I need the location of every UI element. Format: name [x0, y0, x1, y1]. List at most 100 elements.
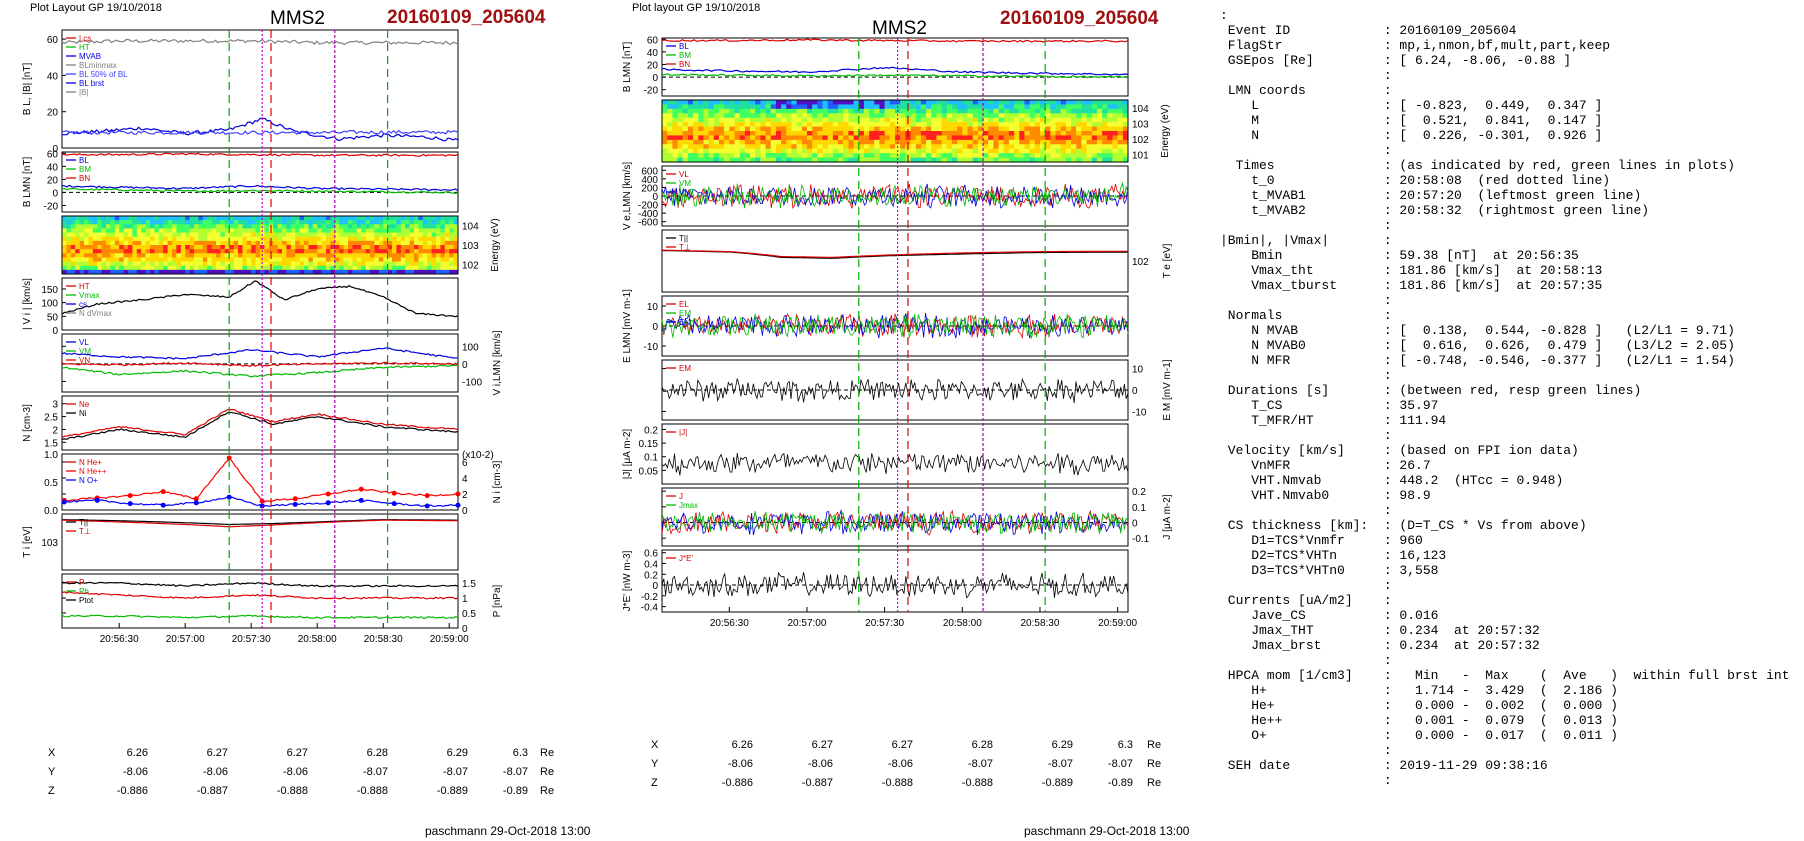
info-line: D3=TCS*VHTn0 : 3,558	[1251, 563, 1439, 578]
spectrogram-cell	[951, 157, 958, 163]
spectrogram-cell	[998, 104, 1005, 110]
spectrogram-cell	[123, 220, 129, 225]
spectrogram-cell	[682, 153, 689, 159]
spectrogram-cell	[216, 249, 221, 254]
spectrogram-cell	[662, 104, 668, 110]
spectrogram-cell	[827, 113, 834, 119]
spectrogram-cell	[229, 245, 235, 250]
spectrogram-cell	[822, 100, 829, 105]
spectrogram-cell	[858, 157, 865, 163]
spectrogram-cell	[734, 104, 741, 110]
spectrogram-cell	[158, 249, 164, 254]
spectrogram-cell	[858, 113, 865, 119]
spectrogram-cell	[848, 122, 855, 128]
spectrogram-cell	[128, 228, 133, 234]
spectrogram-cell	[770, 122, 777, 128]
spectrogram-cell	[1034, 117, 1041, 123]
spectrogram-cell	[718, 108, 725, 114]
spectrogram-cell	[812, 157, 818, 163]
spectrogram-cell	[750, 135, 756, 141]
spectrogram-cell	[791, 113, 798, 119]
spectrogram-cell	[1014, 122, 1020, 128]
data-point	[160, 489, 166, 495]
series-line-p	[61, 591, 459, 600]
spectrogram-cell	[858, 122, 865, 128]
spectrogram-cell	[1076, 153, 1082, 159]
spectrogram-cell	[79, 257, 85, 263]
spectrogram-cell	[180, 236, 186, 242]
spectrogram-cell	[926, 131, 932, 136]
spectrogram-cell	[770, 153, 777, 159]
spectrogram-cell	[110, 216, 116, 221]
spectrogram-cell	[972, 117, 979, 123]
spectrogram-cell	[848, 100, 855, 105]
spectrogram-cell	[431, 220, 437, 225]
right-event-id: 20160109_205604	[1000, 8, 1159, 29]
spectrogram-cell	[863, 122, 870, 128]
legend-label: BL	[679, 42, 689, 51]
spectrogram-cell	[176, 232, 182, 238]
spectrogram-cell	[1008, 113, 1015, 119]
spectrogram-cell	[378, 236, 384, 242]
spectrogram-cell	[431, 261, 437, 267]
spectrogram-cell	[1008, 135, 1015, 141]
spectrogram-cell	[946, 100, 953, 105]
spectrogram-cell	[299, 249, 305, 254]
spectrogram-cell	[242, 245, 248, 250]
spectrogram-cell	[88, 236, 94, 242]
spectrogram-cell	[273, 216, 279, 221]
spectrogram-cell	[299, 265, 305, 271]
spectrogram-cell	[760, 135, 767, 141]
spectrogram-cell	[194, 257, 199, 263]
y-axis-label: E LMN [mV m-1]	[622, 289, 633, 363]
spectrogram-cell	[879, 153, 886, 159]
spectrogram-cell	[198, 261, 204, 267]
spectrogram-cell	[185, 216, 191, 221]
spectrogram-cell	[238, 232, 243, 238]
spectrogram-cell	[817, 144, 824, 150]
info-line: Bmin : 59.38 [nT] at 20:56:35	[1251, 248, 1579, 263]
spectrogram-cell	[370, 257, 375, 263]
spectrogram-cell	[786, 135, 792, 141]
y-axis-label: N [cm-3]	[22, 404, 33, 442]
spectrogram-cell	[405, 261, 411, 267]
spectrogram-cell	[1122, 157, 1129, 163]
spectrogram-cell	[1076, 113, 1082, 119]
spectrogram-cell	[400, 265, 406, 271]
spectrogram-cell	[698, 122, 704, 128]
spectrogram-cell	[1024, 113, 1031, 119]
spectrogram-cell	[158, 253, 164, 258]
spectrogram-cell	[436, 232, 441, 238]
spectrogram-cell	[957, 117, 963, 123]
spectrogram-cell	[348, 249, 353, 254]
spectrogram-cell	[895, 122, 901, 128]
spectrogram-cell	[983, 148, 989, 154]
spectrogram-cell	[941, 131, 948, 136]
spectrogram-cell	[832, 113, 839, 119]
spectrogram-cell	[1050, 100, 1057, 105]
spectrogram-cell	[277, 265, 283, 271]
series-line-bl	[662, 66, 1129, 76]
spectrogram-cell	[84, 216, 89, 221]
spectrogram-cell	[299, 269, 305, 275]
spectrogram-cell	[321, 220, 327, 225]
spectrogram-cell	[255, 240, 261, 246]
spectrogram-cell	[905, 122, 912, 128]
spectrogram-cell	[290, 232, 296, 238]
spectrogram-cell	[330, 220, 336, 225]
spectrogram-cell	[1071, 104, 1077, 110]
spectrogram-cell	[246, 228, 252, 234]
spectrogram-cell	[1065, 144, 1072, 150]
spectrogram-cell	[220, 261, 226, 267]
spectrogram-cell	[993, 139, 1000, 145]
panel-frame	[661, 487, 1129, 547]
spectrogram-cell	[422, 265, 428, 271]
spectrogram-cell	[97, 249, 103, 254]
spectrogram-cell	[308, 240, 314, 246]
spectrogram-cell	[176, 240, 182, 246]
spectrogram-cell	[900, 148, 906, 154]
spectrogram-cell	[874, 148, 880, 154]
spectrogram-cell	[246, 220, 252, 225]
spectrogram-cell	[194, 216, 199, 221]
spectrogram-cell	[1034, 131, 1041, 136]
